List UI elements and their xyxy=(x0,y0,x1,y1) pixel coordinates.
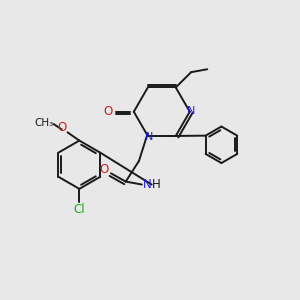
Text: N: N xyxy=(187,106,195,116)
Text: Cl: Cl xyxy=(74,203,85,216)
Text: N: N xyxy=(145,131,153,142)
Text: N: N xyxy=(143,178,152,191)
Text: O: O xyxy=(103,105,113,118)
Text: CH₃: CH₃ xyxy=(35,118,54,128)
Text: O: O xyxy=(57,122,66,134)
Text: O: O xyxy=(99,163,108,176)
Text: H: H xyxy=(152,178,161,191)
